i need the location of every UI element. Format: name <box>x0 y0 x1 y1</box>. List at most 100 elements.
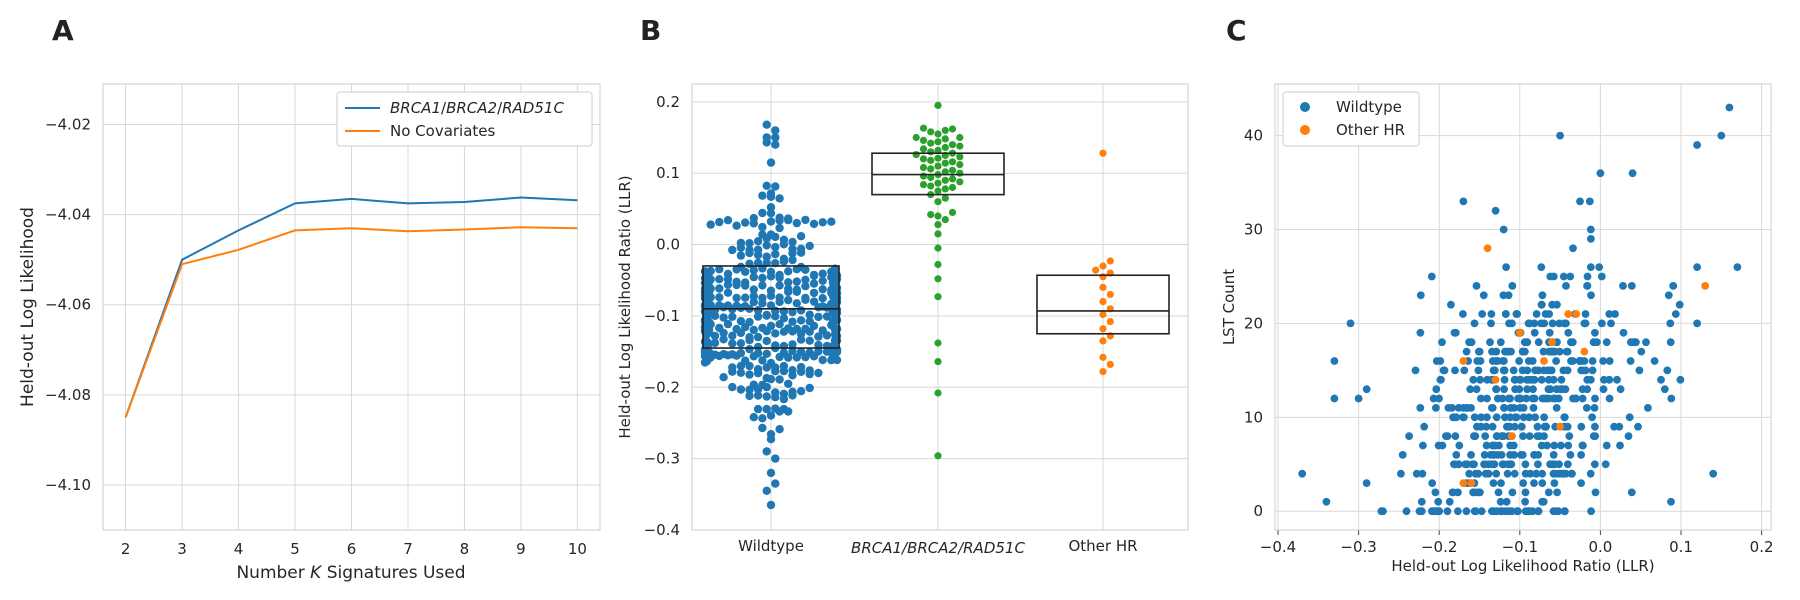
wildtype-scatter-point <box>1492 469 1501 478</box>
wildtype-point <box>753 237 763 246</box>
wildtype-point <box>792 287 801 296</box>
wildtype-point <box>732 280 741 290</box>
wildtype-scatter-point <box>1667 394 1676 403</box>
wildtype-scatter-point <box>1561 507 1569 516</box>
wildtype-scatter-point <box>1556 131 1564 140</box>
wildtype-point <box>792 353 801 362</box>
wildtype-scatter-point <box>1510 451 1518 459</box>
wildtype-point <box>736 303 746 313</box>
panel-c-ytick: 20 <box>1244 314 1263 332</box>
panel-b-ytick: −0.3 <box>644 450 680 468</box>
legend-slash-2: / <box>497 99 503 117</box>
wildtype-scatter-point <box>1451 366 1459 375</box>
wildtype-point <box>745 370 754 379</box>
wildtype-point <box>801 295 810 304</box>
wildtype-scatter-point <box>1595 263 1604 271</box>
wildtype-scatter-point <box>1676 375 1685 384</box>
brca-point <box>927 128 935 136</box>
wildtype-point <box>766 209 776 218</box>
wildtype-scatter-point <box>1538 291 1547 300</box>
panel-a-xtick: 3 <box>177 540 187 558</box>
wildtype-point <box>801 265 810 274</box>
wildtype-point <box>753 368 763 378</box>
wildtype-point <box>719 313 728 322</box>
wildtype-scatter-point <box>1454 488 1462 497</box>
brca-point <box>956 178 964 186</box>
wildtype-scatter-point <box>1587 291 1595 300</box>
wildtype-scatter-point <box>1525 319 1534 328</box>
wildtype-scatter-point <box>1577 479 1585 487</box>
wildtype-scatter-point <box>1524 357 1533 365</box>
brca-point <box>934 162 942 170</box>
wildtype-point <box>762 311 771 320</box>
wildtype-point <box>805 310 814 319</box>
otherhr-point <box>1099 325 1107 333</box>
wildtype-point <box>822 312 832 321</box>
wildtype-scatter-point <box>1725 103 1734 112</box>
wildtype-scatter-point <box>1487 319 1495 328</box>
wildtype-scatter-point <box>1605 375 1614 384</box>
brca-point <box>934 154 942 162</box>
wildtype-scatter-point <box>1416 328 1425 337</box>
wildtype-scatter-point <box>1544 375 1553 384</box>
wildtype-point <box>745 361 754 371</box>
wildtype-scatter-point <box>1627 282 1636 290</box>
wildtype-scatter-point <box>1578 394 1587 403</box>
wildtype-point <box>775 216 784 225</box>
wildtype-scatter-point <box>1521 347 1529 356</box>
wildtype-scatter-point <box>1588 366 1597 375</box>
wildtype-point <box>710 311 720 320</box>
wildtype-scatter-point <box>1587 507 1595 516</box>
wildtype-scatter-point <box>1602 441 1611 450</box>
wildtype-scatter-point <box>1549 272 1558 281</box>
wildtype-point <box>753 332 763 342</box>
panel-a-xtick: 10 <box>568 540 587 558</box>
brca-point <box>912 151 920 159</box>
wildtype-scatter-point <box>1537 375 1546 384</box>
boxplot-box <box>1036 274 1170 335</box>
panel-c-xtick: 0.1 <box>1669 538 1693 556</box>
wildtype-scatter-point <box>1666 338 1675 347</box>
wildtype-scatter-point <box>1476 375 1484 384</box>
wildtype-scatter-point <box>1563 422 1572 431</box>
wildtype-point <box>771 242 780 252</box>
otherhr-point <box>1106 360 1114 368</box>
otherhr-scatter-point <box>1548 338 1556 347</box>
panel-c-xtick: 0.0 <box>1588 538 1612 556</box>
wildtype-point <box>766 374 776 384</box>
legend-label-otherhr: Other HR <box>1336 121 1405 139</box>
wildtype-scatter-point <box>1555 347 1564 356</box>
otherhr-point <box>1099 283 1107 291</box>
wildtype-scatter-point <box>1560 319 1569 328</box>
wildtype-point <box>796 335 806 344</box>
legend-brca2: BRCA2 <box>446 99 497 117</box>
wildtype-scatter-point <box>1605 357 1614 365</box>
wildtype-point <box>753 312 763 321</box>
wildtype-scatter-point <box>1591 488 1600 497</box>
wildtype-point <box>762 327 771 336</box>
panel-c-ytick: 0 <box>1253 502 1263 520</box>
panel-letter-a: A <box>52 14 74 47</box>
wildtype-point <box>827 217 836 226</box>
panel-c-xtick: −0.1 <box>1502 538 1538 556</box>
wildtype-point <box>792 265 801 274</box>
otherhr-scatter-point <box>1483 244 1492 253</box>
wildtype-scatter-point <box>1505 422 1514 431</box>
wildtype-point <box>741 218 750 227</box>
wildtype-scatter-point <box>1454 404 1463 412</box>
otherhr-scatter-point <box>1580 347 1589 356</box>
wildtype-scatter-point <box>1530 328 1539 337</box>
wildtype-scatter-point <box>1528 375 1537 384</box>
wildtype-scatter-point <box>1467 451 1475 459</box>
wildtype-point <box>758 222 767 232</box>
wildtype-scatter-point <box>1521 460 1530 469</box>
wildtype-point <box>736 328 746 338</box>
panel-c-legend: Wildtype Other HR <box>1282 91 1420 147</box>
wildtype-scatter-point <box>1537 300 1546 309</box>
wildtype-point <box>822 303 832 312</box>
wildtype-point <box>758 273 767 283</box>
brca-point <box>934 452 942 460</box>
wildtype-point <box>779 314 789 323</box>
legend-label-brca: BRCA1/BRCA2/RAD51C <box>390 99 564 117</box>
brca-point <box>948 208 957 216</box>
